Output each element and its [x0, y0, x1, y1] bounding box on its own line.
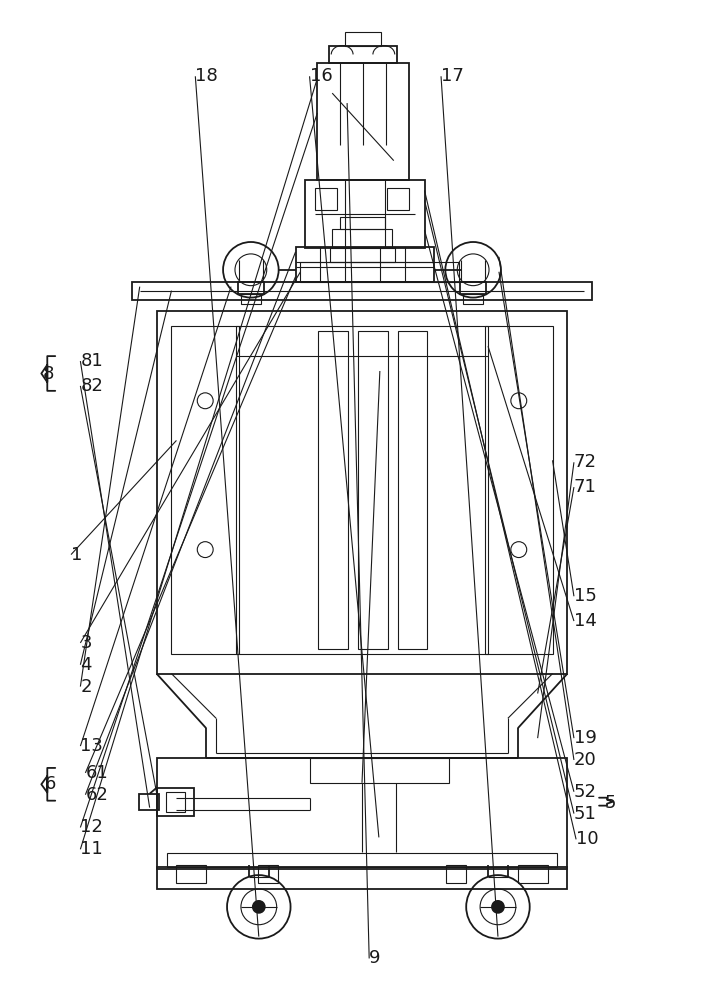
- Bar: [397, 331, 427, 649]
- Text: 19: 19: [574, 729, 597, 747]
- Text: 8: 8: [42, 365, 54, 383]
- Text: 71: 71: [574, 478, 597, 496]
- Circle shape: [492, 901, 504, 913]
- Text: 61: 61: [85, 764, 108, 782]
- Bar: [317, 63, 408, 180]
- Bar: [172, 326, 239, 654]
- Text: 20: 20: [574, 751, 597, 769]
- Text: 17: 17: [441, 67, 464, 85]
- Text: 51: 51: [574, 805, 597, 823]
- Bar: [332, 229, 392, 247]
- Bar: [345, 32, 381, 46]
- Text: 5: 5: [605, 794, 616, 812]
- Bar: [300, 262, 459, 282]
- Bar: [330, 248, 395, 262]
- Bar: [156, 311, 568, 674]
- Text: 2: 2: [80, 678, 92, 696]
- Bar: [241, 294, 261, 304]
- Text: 18: 18: [195, 67, 218, 85]
- Text: 3: 3: [80, 634, 92, 652]
- Text: 11: 11: [80, 840, 103, 858]
- Text: 9: 9: [369, 949, 381, 967]
- Bar: [460, 282, 486, 294]
- Bar: [236, 326, 488, 654]
- Text: 62: 62: [85, 786, 109, 804]
- Text: 13: 13: [80, 737, 104, 755]
- Text: 72: 72: [574, 453, 597, 471]
- Bar: [447, 865, 466, 883]
- Text: 14: 14: [574, 612, 597, 630]
- Text: 16: 16: [310, 67, 332, 85]
- Text: 15: 15: [574, 587, 597, 605]
- Bar: [316, 188, 337, 210]
- Bar: [463, 294, 483, 304]
- Bar: [358, 331, 388, 649]
- Bar: [156, 788, 194, 816]
- Text: 10: 10: [576, 830, 599, 848]
- Text: 82: 82: [80, 377, 104, 395]
- Bar: [319, 331, 348, 649]
- Text: 81: 81: [80, 352, 103, 370]
- Bar: [238, 282, 264, 294]
- Bar: [132, 282, 592, 300]
- Bar: [518, 865, 547, 883]
- Bar: [166, 792, 185, 812]
- Bar: [485, 326, 552, 654]
- Text: 12: 12: [80, 818, 104, 836]
- Text: 6: 6: [44, 775, 56, 793]
- Text: 1: 1: [71, 546, 83, 564]
- Bar: [329, 46, 397, 63]
- Bar: [258, 865, 277, 883]
- Bar: [295, 247, 434, 282]
- Bar: [311, 758, 450, 783]
- Bar: [177, 865, 206, 883]
- Bar: [167, 853, 557, 867]
- Bar: [156, 867, 568, 889]
- Bar: [387, 188, 408, 210]
- Text: 4: 4: [80, 656, 92, 674]
- Circle shape: [253, 901, 265, 913]
- Text: 52: 52: [574, 783, 597, 801]
- Bar: [306, 180, 424, 248]
- Bar: [156, 758, 568, 869]
- Bar: [139, 794, 159, 810]
- Bar: [340, 217, 385, 229]
